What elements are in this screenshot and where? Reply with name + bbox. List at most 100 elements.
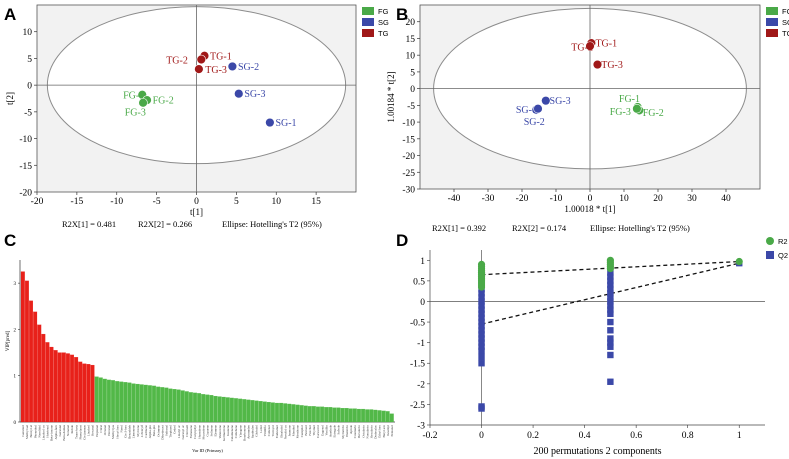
vip-bar bbox=[344, 408, 349, 423]
vip-bar bbox=[213, 395, 218, 423]
x-axis-title: t[1] bbox=[190, 207, 203, 217]
vip-bar bbox=[225, 397, 230, 423]
vip-bar bbox=[307, 406, 312, 423]
vip-bar bbox=[250, 400, 255, 423]
vip-bar bbox=[176, 389, 181, 423]
bar-category-label: Beta-pin bbox=[152, 425, 156, 437]
bar-category-label: Borneol bbox=[304, 425, 308, 436]
x-tick-label: 40 bbox=[721, 194, 731, 204]
x-tick-label: 0.6 bbox=[630, 431, 642, 441]
point-label: SG-3 bbox=[244, 89, 265, 100]
bar-category-label: Nonalacto bbox=[365, 425, 369, 439]
bar-category-label: Limonene bbox=[132, 424, 136, 438]
bar-category-label: Fenchol bbox=[308, 425, 312, 436]
footer-r2x2: R2X[2] = 0.266 bbox=[138, 219, 192, 229]
bar-category-label: Linalyl ac bbox=[177, 424, 181, 438]
point-label: FG-3 bbox=[610, 107, 631, 118]
point-label: SG-2 bbox=[238, 62, 259, 73]
legend-label: SG bbox=[378, 18, 389, 27]
vip-bar bbox=[102, 378, 107, 423]
y-tick-label: -15 bbox=[19, 162, 32, 172]
q2-point bbox=[607, 310, 614, 318]
y-tick-label: 0 bbox=[27, 82, 32, 92]
bar-category-label: Caryophyl bbox=[193, 425, 197, 439]
vip-bar bbox=[340, 408, 345, 423]
vip-bar bbox=[74, 357, 79, 423]
score-point bbox=[234, 88, 244, 99]
bar-category-label: Hexalacto bbox=[369, 425, 373, 439]
x-axis-title: Var ID (Primary) bbox=[192, 448, 223, 453]
bar-category-label: Bisabolol bbox=[279, 425, 283, 438]
vip-bar bbox=[221, 396, 226, 423]
score-point bbox=[592, 59, 603, 70]
bar-category-label: Spathulen bbox=[251, 425, 255, 439]
vip-bar bbox=[320, 406, 325, 423]
bar-category-label: Pentanol bbox=[390, 425, 394, 437]
bar-category-label: Apiole bbox=[349, 424, 353, 434]
bar-category-label: Hexanal bbox=[91, 425, 95, 436]
vip-bar bbox=[234, 398, 238, 423]
point-label: SG-3 bbox=[550, 96, 571, 107]
x-tick-label: -10 bbox=[550, 194, 563, 204]
vip-bar bbox=[316, 406, 320, 423]
x-tick-label: 5 bbox=[234, 197, 239, 207]
y-tick-label: -5 bbox=[407, 102, 415, 112]
vip-bar bbox=[184, 391, 189, 423]
vip-bar bbox=[29, 300, 33, 423]
legend-swatch bbox=[766, 18, 778, 26]
vip-bar bbox=[324, 407, 329, 423]
bar-category-label: Copaene bbox=[206, 424, 210, 436]
q2-point bbox=[478, 335, 485, 342]
vip-bar bbox=[131, 383, 136, 423]
footer-r2x1: R2X[1] = 0.481 bbox=[62, 219, 116, 229]
point-label: TG-2 bbox=[571, 42, 593, 53]
bar-category-label: Geranyl ac bbox=[181, 424, 185, 439]
y-tick-label: 0 bbox=[14, 421, 17, 426]
bar-category-label: Torreyol bbox=[271, 425, 275, 436]
bar-category-label: Vanillin bbox=[324, 425, 328, 436]
x-tick-label: 0.2 bbox=[527, 431, 539, 441]
bar-category-label: Coumarin bbox=[353, 425, 357, 439]
score-point bbox=[632, 104, 642, 114]
x-tick-label: -5 bbox=[153, 197, 161, 207]
vip-bar bbox=[70, 354, 74, 423]
vip-bar bbox=[209, 395, 214, 423]
vip-bar bbox=[299, 405, 304, 423]
bar-category-label: Dihydroact bbox=[160, 425, 164, 440]
y-tick-label: 2 bbox=[14, 328, 17, 333]
bar-category-label: Safranal bbox=[165, 425, 169, 436]
y-axis-title: VIP[pred] bbox=[6, 331, 11, 352]
point-label: FG-3 bbox=[125, 107, 146, 118]
vip-bar bbox=[82, 363, 87, 423]
score-point bbox=[541, 95, 551, 106]
vip-bar bbox=[205, 394, 210, 423]
panel-letter-d: D bbox=[396, 231, 408, 250]
bar-category-label: Citronell bbox=[185, 425, 189, 437]
point-label: FG-2 bbox=[643, 108, 664, 119]
bar-category-label: Isoamyl bbox=[386, 425, 390, 436]
vip-bar bbox=[57, 352, 62, 423]
bar-category-label: Bourbonene bbox=[242, 424, 246, 441]
point-label: SG-2 bbox=[524, 117, 545, 128]
vip-bar bbox=[156, 386, 161, 423]
bar-category-label: Ethyl hex bbox=[378, 425, 382, 438]
vip-bar bbox=[275, 402, 279, 423]
bar-category-label: Nerol bbox=[119, 425, 123, 433]
vip-bar bbox=[348, 408, 353, 423]
bar-category-label: Muurolene bbox=[201, 424, 205, 439]
q2-point bbox=[478, 302, 485, 309]
q2-point bbox=[607, 290, 614, 297]
y-axis-title: 1.00184 * t[2] bbox=[386, 71, 396, 122]
y-tick-label: -15 bbox=[402, 135, 415, 145]
score-point bbox=[196, 54, 206, 65]
vip-bar bbox=[45, 342, 50, 423]
vip-bar bbox=[53, 350, 58, 423]
q2-point bbox=[607, 351, 614, 359]
y-tick-label: -25 bbox=[402, 169, 415, 179]
y-tick-label: -10 bbox=[19, 135, 32, 145]
vip-bar bbox=[295, 404, 300, 423]
bar-category-label: Menthol bbox=[292, 425, 296, 436]
vip-bar bbox=[217, 396, 222, 423]
score-point bbox=[265, 117, 275, 128]
y-tick-label: 10 bbox=[406, 52, 416, 62]
